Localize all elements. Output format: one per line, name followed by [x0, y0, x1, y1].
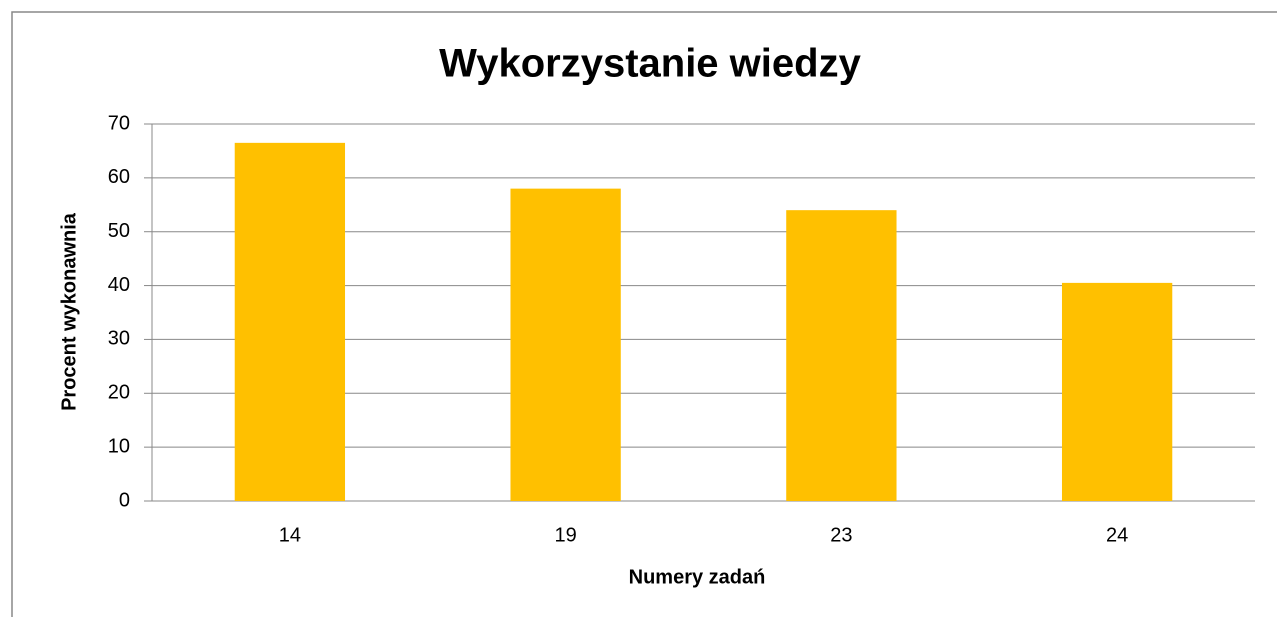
x-tick-label: 19 [555, 524, 577, 546]
bar [1061, 282, 1173, 501]
y-tick-label: 40 [108, 274, 130, 296]
x-tick-label: 24 [1106, 524, 1128, 546]
y-tick-label: 0 [119, 489, 130, 511]
bar [786, 210, 897, 501]
y-tick-label: 10 [108, 435, 130, 457]
x-axis-title: Numery zadań [629, 566, 766, 588]
chart-title: Wykorzystanie wiedzy [439, 42, 861, 86]
bar [234, 142, 346, 501]
y-tick-label: 60 [108, 166, 130, 188]
y-tick-label: 20 [108, 382, 130, 404]
x-tick-label: 23 [830, 524, 852, 546]
y-tick-label: 70 [108, 112, 130, 134]
x-tick-label: 14 [279, 524, 301, 546]
y-tick-label: 30 [108, 328, 130, 350]
y-axis-title: Procent wykonawnia [58, 212, 80, 411]
y-tick-label: 50 [108, 220, 130, 242]
bar [510, 188, 621, 501]
